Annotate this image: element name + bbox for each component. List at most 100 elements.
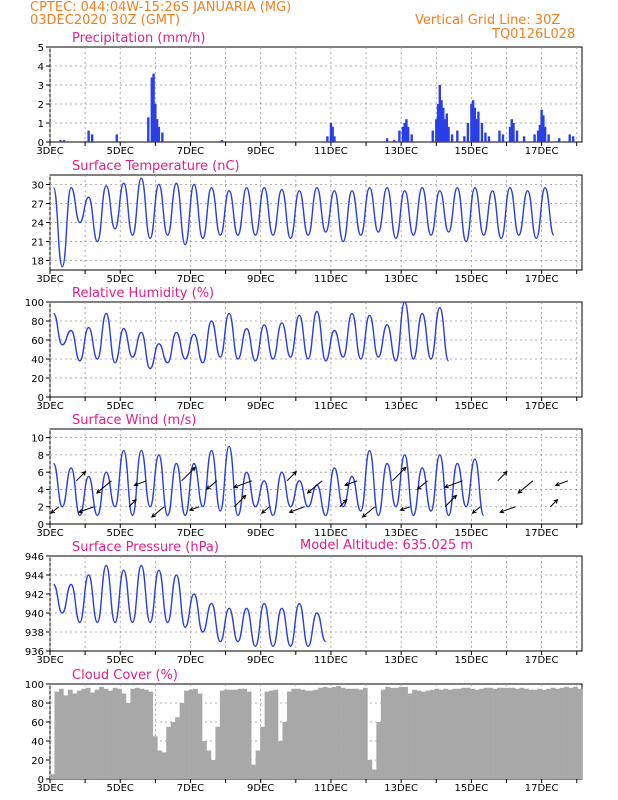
x-tick-label: 9DEC — [247, 146, 274, 157]
precip-bar — [540, 109, 543, 142]
cloud-bar — [76, 690, 82, 779]
cloud-bar — [108, 690, 113, 779]
cloud-bar — [67, 689, 73, 779]
cloud-bar — [541, 689, 547, 779]
precip-bar — [475, 119, 478, 142]
cloud-bar — [121, 693, 127, 779]
precip-bar — [331, 126, 334, 142]
wind-arrow — [261, 506, 270, 514]
y-tick-label: 20 — [31, 374, 44, 385]
x-tick-label: 3DEC — [36, 783, 63, 794]
wind-arrow — [400, 506, 411, 511]
y-tick-label: 10 — [31, 434, 44, 445]
y-tick-label: 24 — [31, 219, 44, 230]
wind-arrow — [550, 499, 558, 508]
precip-bar — [447, 126, 450, 142]
x-tick-label: 11DEC — [314, 655, 348, 666]
cloud-bar — [85, 687, 91, 779]
panel-frame — [49, 46, 583, 143]
wind-arrow-head — [191, 466, 196, 472]
cloud-bar — [523, 688, 529, 779]
x-tick-label: 7DEC — [177, 783, 204, 794]
wind-arrow — [444, 495, 457, 508]
precip-bar — [392, 140, 396, 142]
x-tick-label: 17DEC — [525, 274, 559, 285]
x-tick-label: 3DEC — [36, 528, 63, 539]
wind-arrow — [497, 471, 508, 482]
cloud-bar — [184, 690, 189, 779]
cloud-bar — [152, 736, 158, 779]
panel-title: Surface Temperature (nC) — [72, 159, 240, 174]
precip-bar — [536, 130, 540, 142]
y-tick-label: 3 — [38, 81, 44, 92]
precip-bar — [398, 130, 401, 142]
wind-arrow — [472, 506, 481, 514]
y-tick-label: 18 — [31, 257, 44, 268]
cloud-bar — [555, 688, 560, 779]
cloud-bar — [170, 722, 176, 779]
precip-bar — [508, 126, 512, 142]
y-tick-label: 100 — [25, 680, 44, 691]
cloud-bar — [514, 688, 520, 779]
y-tick-label: 21 — [31, 238, 44, 249]
x-tick-label: 5DEC — [107, 655, 134, 666]
x-tick-label: 7DEC — [177, 274, 204, 285]
x-tick-label: 7DEC — [177, 528, 204, 539]
cloud-bar — [497, 687, 502, 779]
cloud-bar — [175, 717, 180, 779]
precip-bar — [333, 136, 336, 142]
cloud-bar — [394, 687, 400, 779]
cloud-bar — [193, 688, 198, 779]
wind-arrow-head — [81, 470, 87, 476]
cloud-bar — [103, 688, 109, 779]
wind-arrow — [75, 471, 86, 482]
cloud-bar — [63, 695, 69, 779]
panel-frame — [49, 428, 583, 525]
cloud-bar — [260, 726, 265, 779]
y-tick-label: 80 — [31, 699, 44, 710]
wind-arrow-head — [401, 466, 407, 472]
x-tick-label: 7DEC — [177, 146, 204, 157]
x-tick-label: 9DEC — [247, 783, 274, 794]
y-tick-label: 4 — [38, 485, 44, 496]
precip-bar — [498, 130, 501, 142]
precip-bar — [445, 113, 449, 142]
station-header: CPTEC: 044:04W-15:26S JANUARIA (MG) — [30, 0, 292, 15]
cloud-bar — [573, 686, 578, 779]
precip-bar — [543, 126, 547, 142]
series-line — [52, 301, 450, 370]
panel-title: Surface Pressure (hPa) — [72, 540, 219, 555]
cloud-bar — [470, 688, 476, 779]
y-tick-label: 6 — [38, 468, 44, 479]
wind-arrow — [555, 480, 569, 486]
cloud-bar — [130, 688, 136, 779]
wind-arrow-head — [133, 481, 139, 487]
cloud-bar — [327, 687, 332, 779]
cloud-bar — [488, 687, 493, 779]
x-tick-label: 5DEC — [107, 528, 134, 539]
wind-arrow-head — [471, 509, 477, 514]
precip-bar — [161, 132, 164, 142]
x-tick-label: 15DEC — [455, 274, 489, 285]
x-tick-label: 17DEC — [525, 528, 559, 539]
wind-arrow-head — [502, 470, 508, 476]
cloud-bar — [197, 693, 203, 779]
precip-bar — [147, 117, 150, 142]
cloud-bar — [559, 687, 565, 779]
x-tick-label: 15DEC — [455, 401, 489, 412]
cloud-bar — [447, 689, 453, 779]
panel-title: Cloud Cover (%) — [72, 668, 178, 683]
cloud-bar — [300, 689, 306, 779]
date-header: 03DEC2020 30Z (GMT) — [30, 13, 181, 28]
cloud-bar — [483, 687, 489, 779]
panel-title: Relative Humidity (%) — [72, 286, 214, 301]
cloud-bar — [443, 688, 449, 779]
cloud-bar — [430, 689, 435, 779]
precip-bar — [487, 136, 491, 142]
wind-arrow-head — [151, 513, 156, 518]
cloud-bar — [126, 703, 131, 779]
cloud-bar — [188, 689, 194, 779]
precip-bar — [572, 136, 575, 142]
precip-bar — [463, 136, 466, 142]
cloud-bar — [349, 688, 355, 779]
